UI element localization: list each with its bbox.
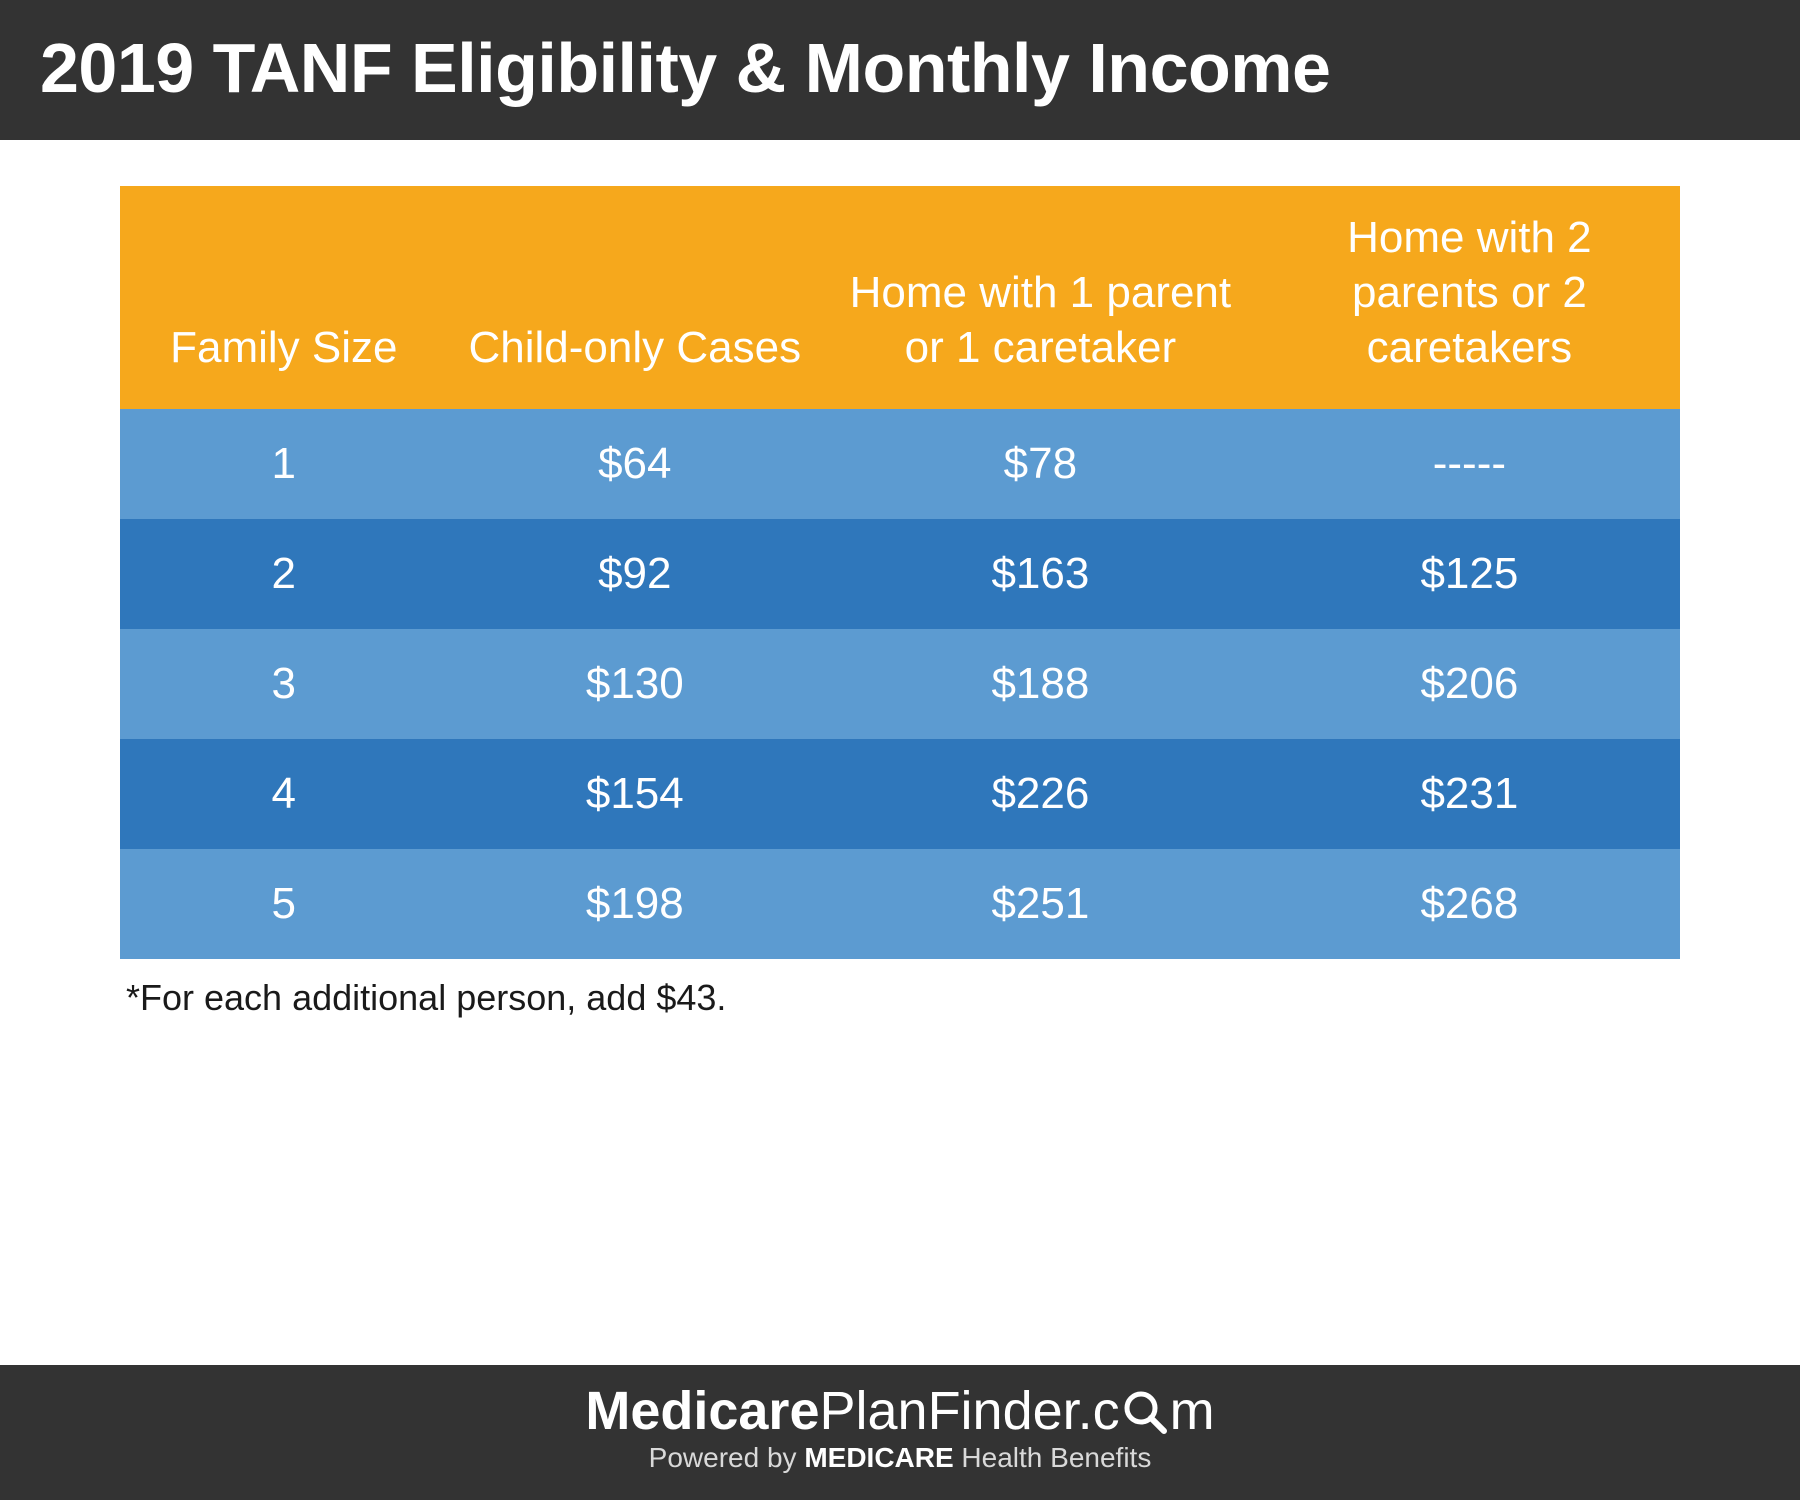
- table-cell: -----: [1259, 409, 1680, 519]
- table-row: 1$64$78-----: [120, 409, 1680, 519]
- table-cell: $206: [1259, 629, 1680, 739]
- table-body: 1$64$78-----2$92$163$1253$130$188$2064$1…: [120, 409, 1680, 959]
- footnote: *For each additional person, add $43.: [120, 959, 1680, 1019]
- table-cell: $64: [448, 409, 822, 519]
- table-cell: 4: [120, 739, 448, 849]
- table-row: 4$154$226$231: [120, 739, 1680, 849]
- table-cell: $125: [1259, 519, 1680, 629]
- table-row: 2$92$163$125: [120, 519, 1680, 629]
- table-row: 5$198$251$268: [120, 849, 1680, 959]
- title-bar: 2019 TANF Eligibility & Monthly Income: [0, 0, 1800, 140]
- brand-part-2: PlanFinder.c: [819, 1384, 1119, 1438]
- table-cell: $268: [1259, 849, 1680, 959]
- brand-logo: Medicare PlanFinder.c m: [585, 1383, 1214, 1438]
- table-cell: $130: [448, 629, 822, 739]
- tanf-table: Family Size Child-only Cases Home with 1…: [120, 186, 1680, 959]
- table-row: 3$130$188$206: [120, 629, 1680, 739]
- tagline-prefix: Powered by: [649, 1442, 805, 1473]
- table-cell: 3: [120, 629, 448, 739]
- table-cell: 2: [120, 519, 448, 629]
- magnifier-icon: [1122, 1389, 1168, 1435]
- table-cell: $78: [822, 409, 1259, 519]
- table-cell: $92: [448, 519, 822, 629]
- table-cell: $251: [822, 849, 1259, 959]
- th-child-only: Child-only Cases: [448, 186, 822, 409]
- tagline-strong: MEDICARE: [804, 1442, 953, 1473]
- table-cell: $231: [1259, 739, 1680, 849]
- table-cell: $163: [822, 519, 1259, 629]
- table-header-row: Family Size Child-only Cases Home with 1…: [120, 186, 1680, 409]
- table-cell: $226: [822, 739, 1259, 849]
- footer-bar: Medicare PlanFinder.c m Powered by MEDIC…: [0, 1365, 1800, 1500]
- brand-part-3: m: [1170, 1384, 1215, 1438]
- th-family-size: Family Size: [120, 186, 448, 409]
- table-cell: $198: [448, 849, 822, 959]
- page-title: 2019 TANF Eligibility & Monthly Income: [40, 28, 1760, 108]
- th-one-parent: Home with 1 parent or 1 caretaker: [822, 186, 1259, 409]
- table-cell: 1: [120, 409, 448, 519]
- brand-part-1: Medicare: [585, 1384, 819, 1438]
- tagline: Powered by MEDICARE Health Benefits: [0, 1442, 1800, 1474]
- table-cell: $154: [448, 739, 822, 849]
- table-cell: 5: [120, 849, 448, 959]
- th-two-parents: Home with 2 parents or 2 caretakers: [1259, 186, 1680, 409]
- tagline-suffix: Health Benefits: [954, 1442, 1152, 1473]
- content-area: Family Size Child-only Cases Home with 1…: [0, 140, 1800, 1365]
- table-cell: $188: [822, 629, 1259, 739]
